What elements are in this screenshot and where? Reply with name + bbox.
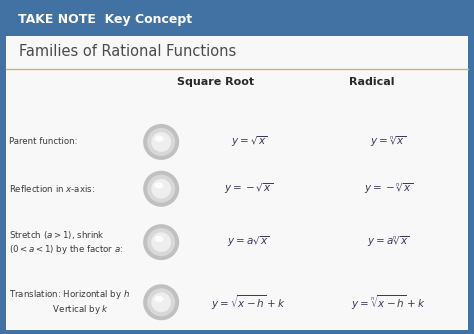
Text: Reflection in $x$-axis:: Reflection in $x$-axis: xyxy=(9,183,94,194)
Ellipse shape xyxy=(151,179,171,199)
Ellipse shape xyxy=(151,132,171,152)
Text: $y = \sqrt[n]{x}$: $y = \sqrt[n]{x}$ xyxy=(371,135,407,149)
Text: Radical: Radical xyxy=(349,77,395,87)
Ellipse shape xyxy=(151,292,171,312)
FancyBboxPatch shape xyxy=(6,4,468,35)
Ellipse shape xyxy=(155,136,164,142)
Text: $y = -\sqrt[n]{x}$: $y = -\sqrt[n]{x}$ xyxy=(364,181,413,196)
Ellipse shape xyxy=(147,175,175,203)
Ellipse shape xyxy=(147,128,175,156)
Ellipse shape xyxy=(143,224,179,260)
Text: $y = a\sqrt[n]{x}$: $y = a\sqrt[n]{x}$ xyxy=(367,235,410,249)
Text: Families of Rational Functions: Families of Rational Functions xyxy=(19,44,236,59)
Ellipse shape xyxy=(143,284,179,320)
Ellipse shape xyxy=(143,124,179,160)
Text: $y = \sqrt{x}$: $y = \sqrt{x}$ xyxy=(231,135,267,149)
Ellipse shape xyxy=(147,288,175,316)
Text: $y = \sqrt{x-h}+k$: $y = \sqrt{x-h}+k$ xyxy=(211,293,286,312)
Ellipse shape xyxy=(151,232,171,252)
FancyBboxPatch shape xyxy=(6,36,468,330)
Text: Parent function:: Parent function: xyxy=(9,138,77,146)
Text: $y = a\sqrt{x}$: $y = a\sqrt{x}$ xyxy=(228,235,270,249)
Text: Translation: Horizontal by $h$
                Vertical by $k$: Translation: Horizontal by $h$ Vertical … xyxy=(9,288,129,316)
Text: TAKE NOTE  Key Concept: TAKE NOTE Key Concept xyxy=(18,13,192,26)
Ellipse shape xyxy=(143,171,179,207)
Text: $y = \sqrt[n]{x-h}+k$: $y = \sqrt[n]{x-h}+k$ xyxy=(351,293,426,312)
Text: $y = -\sqrt{x}$: $y = -\sqrt{x}$ xyxy=(224,181,273,196)
Text: Square Root: Square Root xyxy=(177,77,254,87)
Text: Stretch $(a > 1)$, shrink
$(0 < a < 1)$ by the factor $a$:: Stretch $(a > 1)$, shrink $(0 < a < 1)$ … xyxy=(9,229,123,256)
Ellipse shape xyxy=(147,228,175,256)
Ellipse shape xyxy=(155,182,164,189)
Ellipse shape xyxy=(155,236,164,242)
Ellipse shape xyxy=(155,296,164,302)
